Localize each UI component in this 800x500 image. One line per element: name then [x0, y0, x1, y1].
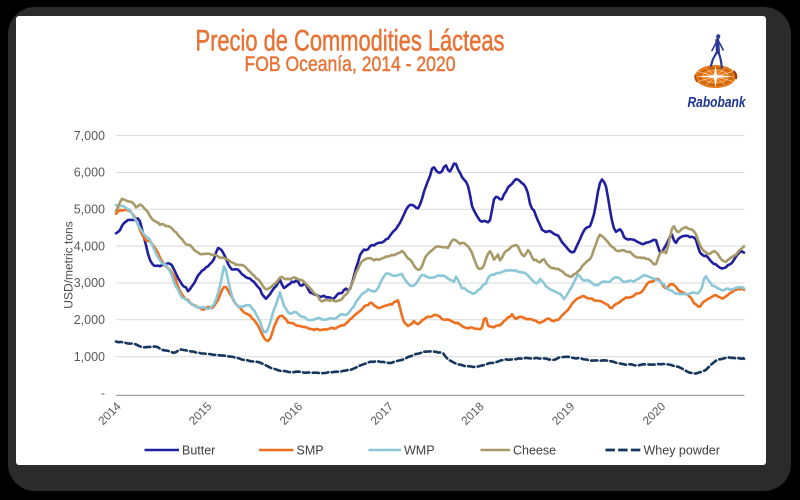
svg-text:7,000: 7,000 [74, 129, 105, 143]
svg-text:SMP: SMP [297, 444, 324, 458]
svg-text:2016: 2016 [277, 399, 306, 428]
svg-text:6,000: 6,000 [74, 166, 105, 180]
svg-text:4,000: 4,000 [74, 239, 105, 253]
svg-text:5,000: 5,000 [74, 203, 105, 217]
svg-text:USD/metric tons: USD/metric tons [62, 221, 76, 308]
svg-text:2017: 2017 [368, 399, 396, 427]
svg-text:Precio de Commodities Lácteas: Precio de Commodities Lácteas [196, 25, 505, 58]
svg-text:-: - [101, 387, 105, 401]
svg-text:2015: 2015 [186, 399, 215, 428]
svg-text:WMP: WMP [404, 444, 435, 458]
svg-text:Rabobank: Rabobank [688, 95, 747, 111]
svg-text:Cheese: Cheese [513, 444, 556, 458]
svg-text:Butter: Butter [182, 444, 215, 458]
svg-text:2019: 2019 [549, 399, 577, 427]
svg-text:2018: 2018 [458, 399, 487, 428]
svg-text:2014: 2014 [95, 399, 124, 428]
svg-text:2020: 2020 [640, 399, 669, 428]
svg-text:FOB Oceanía, 2014 - 2020: FOB Oceanía, 2014 - 2020 [245, 53, 456, 76]
svg-text:Whey powder: Whey powder [644, 444, 720, 458]
svg-text:1,000: 1,000 [74, 350, 105, 364]
svg-text:3,000: 3,000 [74, 276, 105, 290]
svg-text:2,000: 2,000 [74, 313, 105, 327]
